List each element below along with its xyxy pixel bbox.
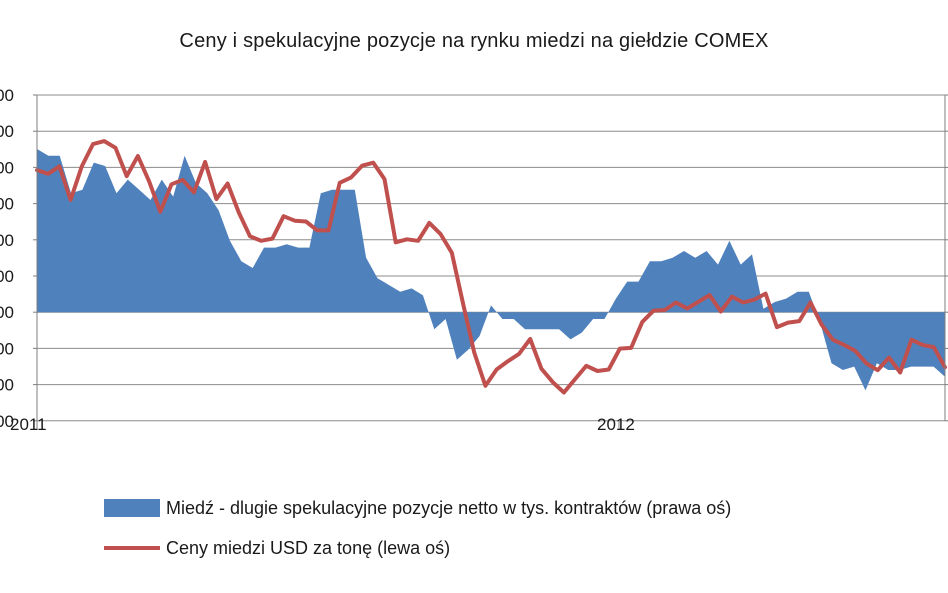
legend-item-area: Miedź - dlugie spekulacyjne pozycje nett… [104,495,731,521]
series-area-net-positions [37,149,945,391]
x-axis-tick-label: 2012 [597,415,635,434]
left-axis-tick-label: 00 [0,231,14,250]
left-axis-tick-label: 00 [0,158,14,177]
legend: Miedź - dlugie spekulacyjne pozycje nett… [104,495,731,575]
legend-label-line: Ceny miedzi USD za tonę (lewa oś) [166,537,451,558]
legend-label-area: Miedź - dlugie spekulacyjne pozycje nett… [166,497,732,518]
left-axis-tick-label: 00 [0,339,14,358]
series-line-copper-price [35,139,947,395]
line-layer [35,139,947,395]
chart-title: Ceny i spekulacyjne pozycje na rynku mie… [179,30,769,52]
left-axis-tick-label: 00 [0,86,14,105]
legend-swatch-area [104,499,160,517]
axes [33,94,948,430]
left-axis-tick-label: 00 [0,303,14,322]
left-axis-tick-label: 00 [0,267,14,286]
left-axis-tick-label: 00 [0,122,14,141]
left-axis-tick-label: 00 [0,195,14,214]
tick-labels: 0000000000000000000020112012 [0,86,635,434]
x-axis-tick-label: 2011 [10,415,47,434]
left-axis-tick-label: 00 [0,412,14,431]
legend-swatch-line [104,546,160,550]
left-axis-tick-label: 00 [0,376,14,395]
area-layer [37,149,945,391]
legend-item-line: Ceny miedzi USD za tonę (lewa oś) [104,535,731,561]
